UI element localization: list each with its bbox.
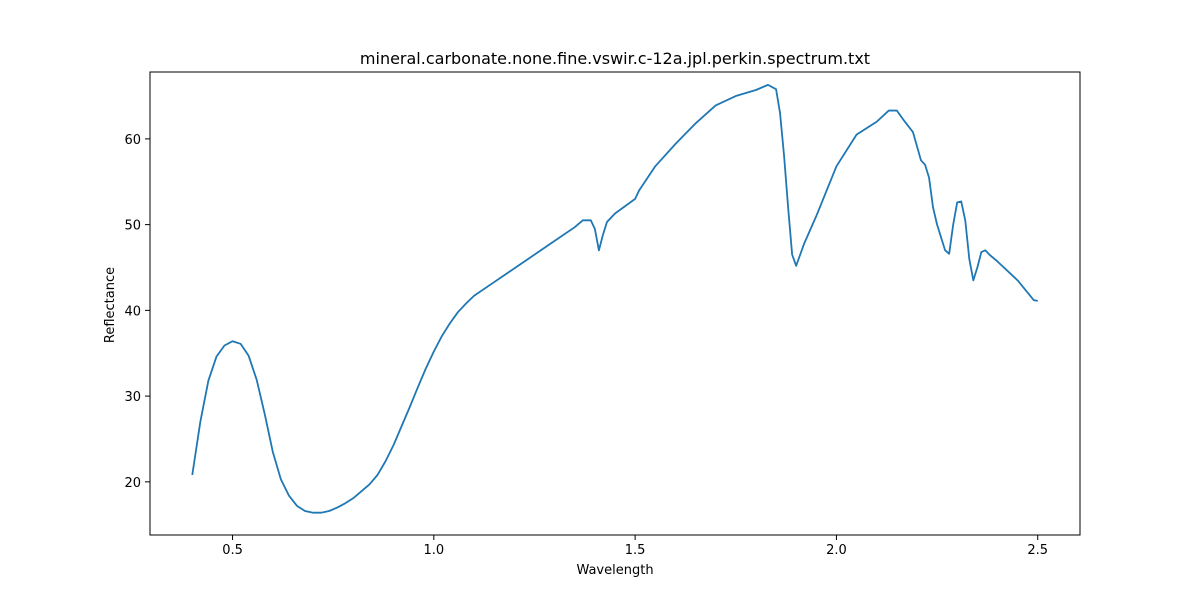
x-tick-label-1: 1.0 (423, 543, 444, 558)
series-layer (191, 83, 1038, 514)
y-axis-label: Reflectance (103, 267, 118, 343)
y-tick-label-3: 50 (124, 219, 141, 234)
x-tick-label-3: 2.0 (826, 543, 847, 558)
y-axis-ticks: 20 30 40 50 60 (124, 133, 150, 491)
y-tick-label-2: 40 (124, 304, 141, 319)
plot-frame (149, 71, 1081, 536)
y-tick-label-4: 60 (124, 133, 141, 148)
chart-title: mineral.carbonate.none.fine.vswir.c-12a.… (360, 49, 870, 68)
y-tick-label-0: 20 (124, 476, 141, 491)
x-tick-label-0: 0.5 (222, 543, 243, 558)
x-axis-label: Wavelength (576, 563, 653, 578)
plot-area (150, 72, 1080, 535)
y-tick-label-1: 30 (124, 390, 141, 405)
x-tick-label-2: 1.5 (625, 543, 646, 558)
x-axis-ticks: 0.5 1.0 1.5 2.0 2.5 (222, 535, 1048, 558)
x-tick-label-4: 2.5 (1027, 543, 1048, 558)
series-line-0 (191, 83, 1038, 514)
